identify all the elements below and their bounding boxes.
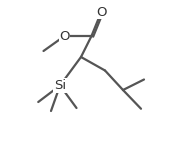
Text: O: O <box>59 30 70 42</box>
Text: Si: Si <box>54 79 66 92</box>
Text: O: O <box>96 6 107 18</box>
